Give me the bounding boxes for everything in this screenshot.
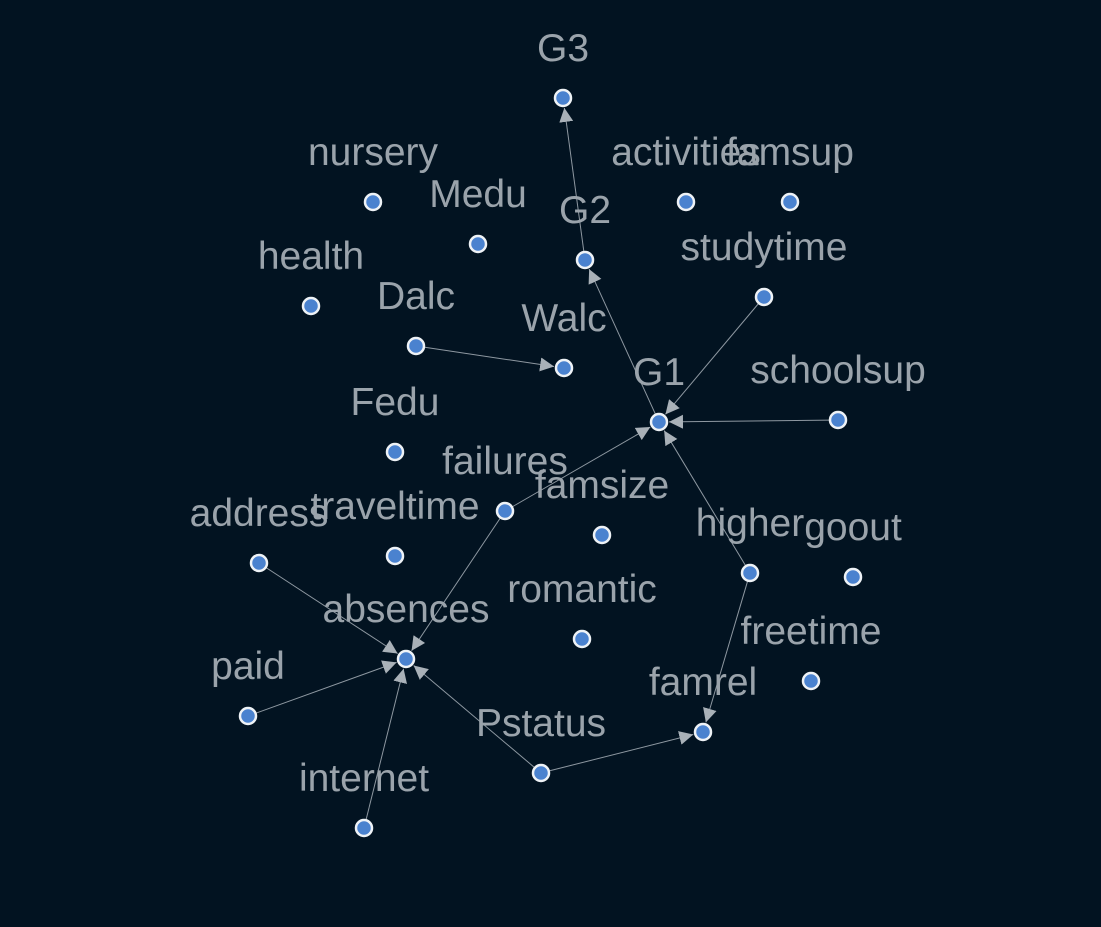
node-label: goout xyxy=(804,506,902,549)
edge-schoolsup-to-g1 xyxy=(668,414,831,429)
node-walc[interactable]: Walc xyxy=(521,297,607,378)
node-label: G1 xyxy=(633,351,685,394)
node-dot[interactable] xyxy=(396,649,416,669)
node-absences[interactable]: absences xyxy=(323,588,490,669)
node-dot[interactable] xyxy=(649,412,669,432)
node-label: G2 xyxy=(559,189,611,232)
edge-g1-to-g2 xyxy=(588,268,657,415)
node-dot[interactable] xyxy=(740,563,760,583)
node-dot[interactable] xyxy=(554,358,574,378)
node-health[interactable]: health xyxy=(258,235,364,316)
node-label: Fedu xyxy=(351,381,440,424)
node-address[interactable]: address xyxy=(190,492,329,573)
node-g1[interactable]: G1 xyxy=(633,351,685,432)
node-freetime[interactable]: freetime xyxy=(741,610,882,691)
node-g2[interactable]: G2 xyxy=(559,189,611,270)
node-label: paid xyxy=(211,645,285,688)
node-label: Pstatus xyxy=(476,702,606,745)
node-famsize[interactable]: famsize xyxy=(535,464,669,545)
node-label: higher xyxy=(696,502,804,545)
node-dot[interactable] xyxy=(406,336,426,356)
node-famrel[interactable]: famrel xyxy=(649,661,757,742)
node-label: Medu xyxy=(429,173,527,216)
node-dot[interactable] xyxy=(354,818,374,838)
node-label: romantic xyxy=(507,568,657,611)
node-dot[interactable] xyxy=(575,250,595,270)
node-dot[interactable] xyxy=(468,234,488,254)
node-label: famrel xyxy=(649,661,757,704)
node-dot[interactable] xyxy=(801,671,821,691)
node-label: studytime xyxy=(681,226,848,269)
node-dot[interactable] xyxy=(676,192,696,212)
node-studytime[interactable]: studytime xyxy=(681,226,848,307)
node-activities[interactable]: activities xyxy=(611,131,761,212)
node-label: G3 xyxy=(537,27,589,70)
edge-higher-to-famrel xyxy=(703,580,749,723)
node-famsup[interactable]: famsup xyxy=(726,131,854,212)
node-traveltime[interactable]: traveltime xyxy=(310,485,480,566)
edge-pstatus-to-absences xyxy=(413,665,536,769)
edge-dalc-to-walc xyxy=(423,346,555,372)
node-label: traveltime xyxy=(310,485,479,528)
node-dot[interactable] xyxy=(572,629,592,649)
node-fedu[interactable]: Fedu xyxy=(351,381,440,462)
node-dot[interactable] xyxy=(843,567,863,587)
node-g3[interactable]: G3 xyxy=(537,27,589,108)
edge-pstatus-to-famrel xyxy=(548,731,694,772)
node-dot[interactable] xyxy=(238,706,258,726)
node-label: health xyxy=(258,235,364,278)
node-schoolsup[interactable]: schoolsup xyxy=(750,349,926,430)
edge-failures-to-absences xyxy=(411,517,501,651)
node-label: absences xyxy=(323,588,490,631)
node-paid[interactable]: paid xyxy=(211,645,285,726)
node-dot[interactable] xyxy=(531,763,551,783)
node-label: famsup xyxy=(726,131,854,174)
node-label: address xyxy=(190,492,329,535)
node-dot[interactable] xyxy=(828,410,848,430)
node-higher[interactable]: higher xyxy=(696,502,804,583)
node-pstatus[interactable]: Pstatus xyxy=(476,702,606,783)
node-dot[interactable] xyxy=(363,192,383,212)
node-dot[interactable] xyxy=(553,88,573,108)
edge-g2-to-g3 xyxy=(559,107,585,253)
node-label: nursery xyxy=(308,131,439,174)
node-dot[interactable] xyxy=(385,442,405,462)
node-label: internet xyxy=(299,757,429,800)
node-label: activities xyxy=(611,131,761,174)
edge-internet-to-absences xyxy=(365,668,408,821)
node-dot[interactable] xyxy=(495,501,515,521)
edges-layer xyxy=(255,107,831,821)
node-dot[interactable] xyxy=(249,553,269,573)
node-medu[interactable]: Medu xyxy=(429,173,527,254)
edge-studytime-to-g1 xyxy=(665,302,760,415)
node-label: failures xyxy=(442,440,568,483)
node-dot[interactable] xyxy=(592,525,612,545)
node-label: Dalc xyxy=(377,275,455,318)
node-failures[interactable]: failures xyxy=(442,440,568,521)
node-dalc[interactable]: Dalc xyxy=(377,275,455,356)
node-label: famsize xyxy=(535,464,669,507)
edge-failures-to-g1 xyxy=(511,426,651,508)
node-internet[interactable]: internet xyxy=(299,757,429,838)
node-romantic[interactable]: romantic xyxy=(507,568,657,649)
node-label: freetime xyxy=(741,610,882,653)
node-goout[interactable]: goout xyxy=(804,506,902,587)
node-dot[interactable] xyxy=(780,192,800,212)
node-label: schoolsup xyxy=(750,349,926,392)
node-dot[interactable] xyxy=(754,287,774,307)
edge-address-to-absences xyxy=(265,566,398,654)
edge-paid-to-absences xyxy=(255,660,397,714)
node-label: Walc xyxy=(521,297,606,340)
node-dot[interactable] xyxy=(385,546,405,566)
node-nursery[interactable]: nursery xyxy=(308,131,439,212)
node-dot[interactable] xyxy=(693,722,713,742)
edge-higher-to-g1 xyxy=(663,430,747,567)
node-dot[interactable] xyxy=(301,296,321,316)
